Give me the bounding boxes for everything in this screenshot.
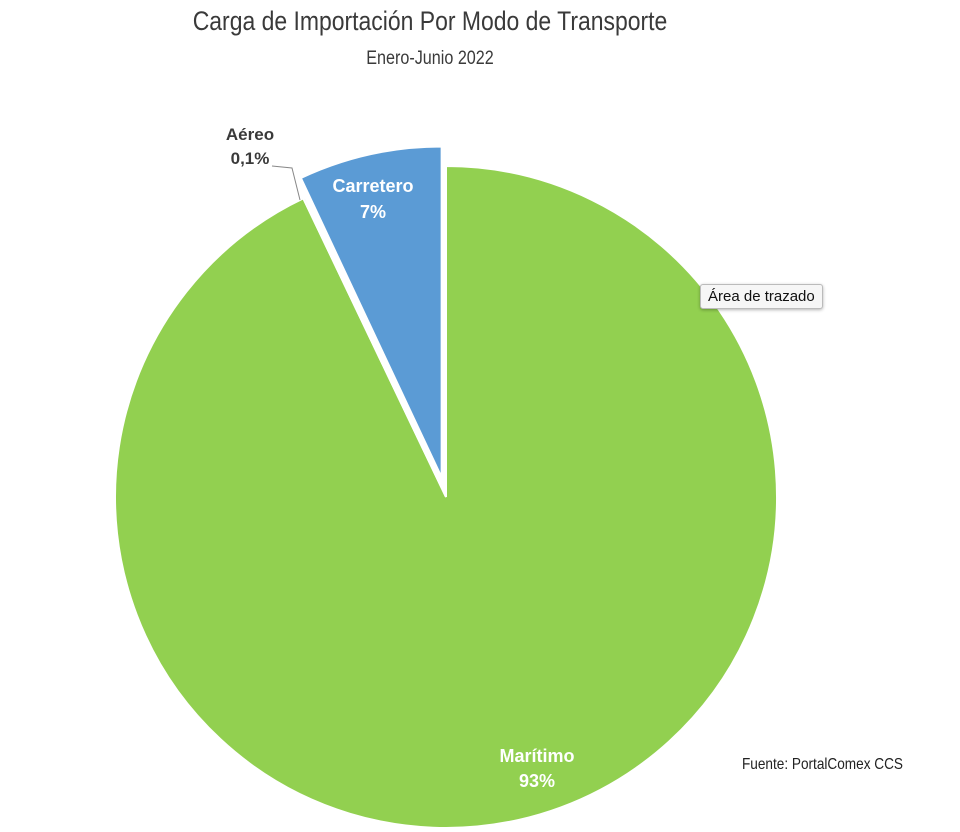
aereo-leader-line (271, 165, 301, 201)
chart-source: Fuente: PortalComex CCS (742, 756, 903, 773)
pie-slice-carretero (299, 145, 443, 478)
pie-slice-aereo (301, 196, 447, 498)
label-carretero-value: 7% (360, 202, 386, 222)
chart-subtitle: Enero-Junio 2022 (366, 48, 494, 69)
plot-area-tooltip: Área de trazado (700, 284, 823, 309)
label-aereo-value: 0,1% (231, 149, 270, 168)
label-maritimo-name: Marítimo (499, 746, 574, 766)
chart-title: Carga de Importación Por Modo de Transpo… (192, 6, 668, 36)
label-carretero-name: Carretero (332, 176, 413, 196)
label-maritimo-value: 93% (519, 771, 555, 791)
label-aereo-name: Aéreo (226, 125, 274, 144)
